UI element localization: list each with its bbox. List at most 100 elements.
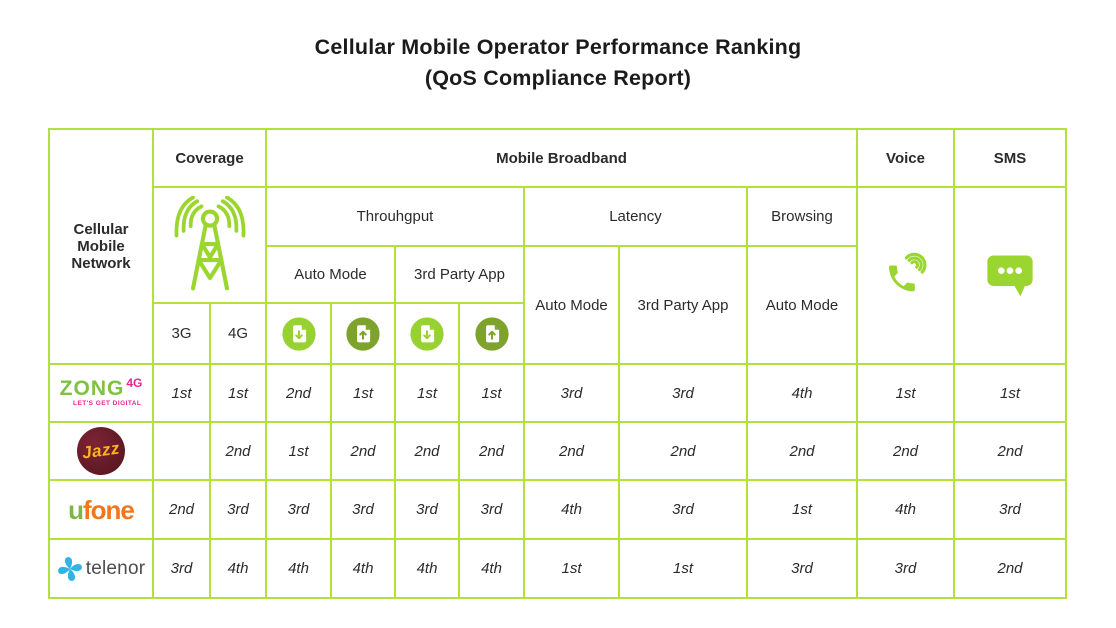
- qos-ranking-table: Cellular Mobile Network Coverage Mobile …: [48, 128, 1067, 599]
- cell-tower-icon: [155, 196, 264, 294]
- ufone-logo: ufone: [51, 494, 151, 525]
- rank-cell: 3rd: [152, 538, 211, 599]
- sms-icon-cell: [953, 186, 1067, 365]
- page-title-line1: Cellular Mobile Operator Performance Ran…: [314, 35, 802, 59]
- ufone-fone: fone: [83, 494, 135, 525]
- header-latency: Latency: [523, 186, 748, 247]
- rank-cell: 1st: [746, 479, 858, 540]
- rank-cell: 2nd: [458, 421, 525, 481]
- table-row-jazz: Jazz 2nd 1st 2nd 2nd 2nd 2nd 2nd 2nd 2nd…: [48, 421, 1067, 481]
- zong-tagline: LET'S GET DIGITAL: [73, 399, 142, 407]
- upload-file-icon: [333, 315, 393, 353]
- rank-cell: 3rd: [209, 479, 267, 540]
- rank-cell: 1st: [523, 538, 620, 599]
- page-title: Cellular Mobile Operator Performance Ran…: [0, 32, 1116, 93]
- telenor-logo: telenor: [51, 556, 151, 582]
- voice-icon-cell: [856, 186, 955, 365]
- telenor-wordmark: telenor: [85, 557, 146, 579]
- rank-cell: 2nd: [394, 421, 460, 481]
- upload-file-icon: [461, 315, 522, 353]
- rank-cell: 2nd: [953, 421, 1067, 481]
- operator-logo-telenor: telenor: [48, 538, 154, 599]
- header-throughput-auto-mode: Auto Mode: [265, 245, 396, 304]
- rank-cell: 3rd: [523, 363, 620, 423]
- header-row-groups: Cellular Mobile Network Coverage Mobile …: [48, 128, 1067, 365]
- coverage-icon-cell: [152, 186, 267, 304]
- rank-cell: 2nd: [618, 421, 748, 481]
- operator-logo-ufone: ufone: [48, 479, 154, 540]
- rank-cell: 1st: [394, 363, 460, 423]
- rank-cell: 2nd: [152, 479, 211, 540]
- zong-wordmark: ZONG: [59, 376, 125, 400]
- rank-cell: 2nd: [523, 421, 620, 481]
- zong-4g-badge: 4G: [126, 375, 143, 390]
- operator-logo-jazz: Jazz: [48, 421, 154, 481]
- rank-cell: 1st: [618, 538, 748, 599]
- rank-cell: 4th: [394, 538, 460, 599]
- rank-cell: 1st: [953, 363, 1067, 423]
- header-row-tech-icons: 3G 4G: [49, 302, 1066, 365]
- rank-cell: 1st: [856, 363, 955, 423]
- rank-cell: 2nd: [953, 538, 1067, 599]
- header-voice: Voice: [856, 128, 955, 188]
- rank-cell: 4th: [746, 363, 858, 423]
- rank-cell: 4th: [458, 538, 525, 599]
- header-browsing-auto-mode: Auto Mode: [746, 245, 858, 365]
- rank-cell: 3rd: [856, 538, 955, 599]
- header-latency-auto-mode: Auto Mode: [523, 245, 620, 365]
- header-throughput: Throuhgput: [265, 186, 525, 247]
- throughput-3rd-download-cell: [394, 302, 460, 365]
- header-row-modes: Auto Mode 3rd Party App Auto Mode 3rd Pa…: [49, 245, 1066, 365]
- header-throughput-3rd-party: 3rd Party App: [394, 245, 525, 304]
- rank-cell: 2nd: [856, 421, 955, 481]
- rank-cell: 2nd: [265, 363, 332, 423]
- throughput-3rd-upload-cell: [458, 302, 525, 365]
- rank-cell: 2nd: [746, 421, 858, 481]
- table-row-zong: ZONG 4G LET'S GET DIGITAL 1st 1st 2nd 1s…: [48, 363, 1067, 423]
- header-browsing: Browsing: [746, 186, 858, 247]
- rank-cell: 4th: [330, 538, 396, 599]
- rank-cell: 3rd: [265, 479, 332, 540]
- corner-header-network: Cellular Mobile Network: [48, 128, 154, 365]
- header-mobile-broadband: Mobile Broadband: [265, 128, 858, 188]
- download-file-icon: [397, 315, 457, 353]
- throughput-auto-download-cell: [265, 302, 332, 365]
- ufone-u: u: [68, 494, 84, 525]
- header-sms: SMS: [953, 128, 1067, 188]
- sms-bubble-icon: [956, 252, 1064, 299]
- rank-cell: 1st: [152, 363, 211, 423]
- jazz-wordmark: Jazz: [80, 438, 122, 463]
- rank-cell: 2nd: [330, 421, 396, 481]
- telenor-propeller-icon: [57, 556, 83, 582]
- rank-cell: 3rd: [618, 363, 748, 423]
- rank-cell: 1st: [330, 363, 396, 423]
- rank-cell: 3rd: [746, 538, 858, 599]
- jazz-logo: Jazz: [73, 424, 129, 478]
- rank-cell: 2nd: [209, 421, 267, 481]
- page-title-line2: (QoS Compliance Report): [424, 65, 692, 90]
- phone-call-icon: [859, 252, 952, 300]
- rank-cell: 3rd: [953, 479, 1067, 540]
- download-file-icon: [268, 315, 329, 353]
- header-coverage: Coverage: [152, 128, 267, 188]
- rank-cell: 3rd: [330, 479, 396, 540]
- table-row-telenor: telenor 3rd 4th 4th 4th 4th 4th 1st 1st …: [48, 538, 1067, 599]
- rank-cell: 4th: [265, 538, 332, 599]
- rank-cell: 3rd: [458, 479, 525, 540]
- zong-logo: ZONG 4G LET'S GET DIGITAL: [59, 375, 143, 408]
- header-row-subgroups: Throuhgput Latency Browsing: [49, 186, 1067, 365]
- operator-logo-zong: ZONG 4G LET'S GET DIGITAL: [48, 363, 154, 423]
- rank-cell: 4th: [856, 479, 955, 540]
- rank-cell: 1st: [458, 363, 525, 423]
- throughput-auto-upload-cell: [330, 302, 396, 365]
- header-3g: 3G: [152, 302, 211, 365]
- rank-cell: 3rd: [394, 479, 460, 540]
- table-row-ufone: ufone 2nd 3rd 3rd 3rd 3rd 3rd 4th 3rd 1s…: [48, 479, 1067, 540]
- header-4g: 4G: [209, 302, 267, 365]
- rank-cell: 1st: [265, 421, 332, 481]
- rank-cell: [152, 421, 211, 481]
- header-latency-3rd-party: 3rd Party App: [618, 245, 748, 365]
- rank-cell: 3rd: [618, 479, 748, 540]
- rank-cell: 1st: [209, 363, 267, 423]
- rank-cell: 4th: [209, 538, 267, 599]
